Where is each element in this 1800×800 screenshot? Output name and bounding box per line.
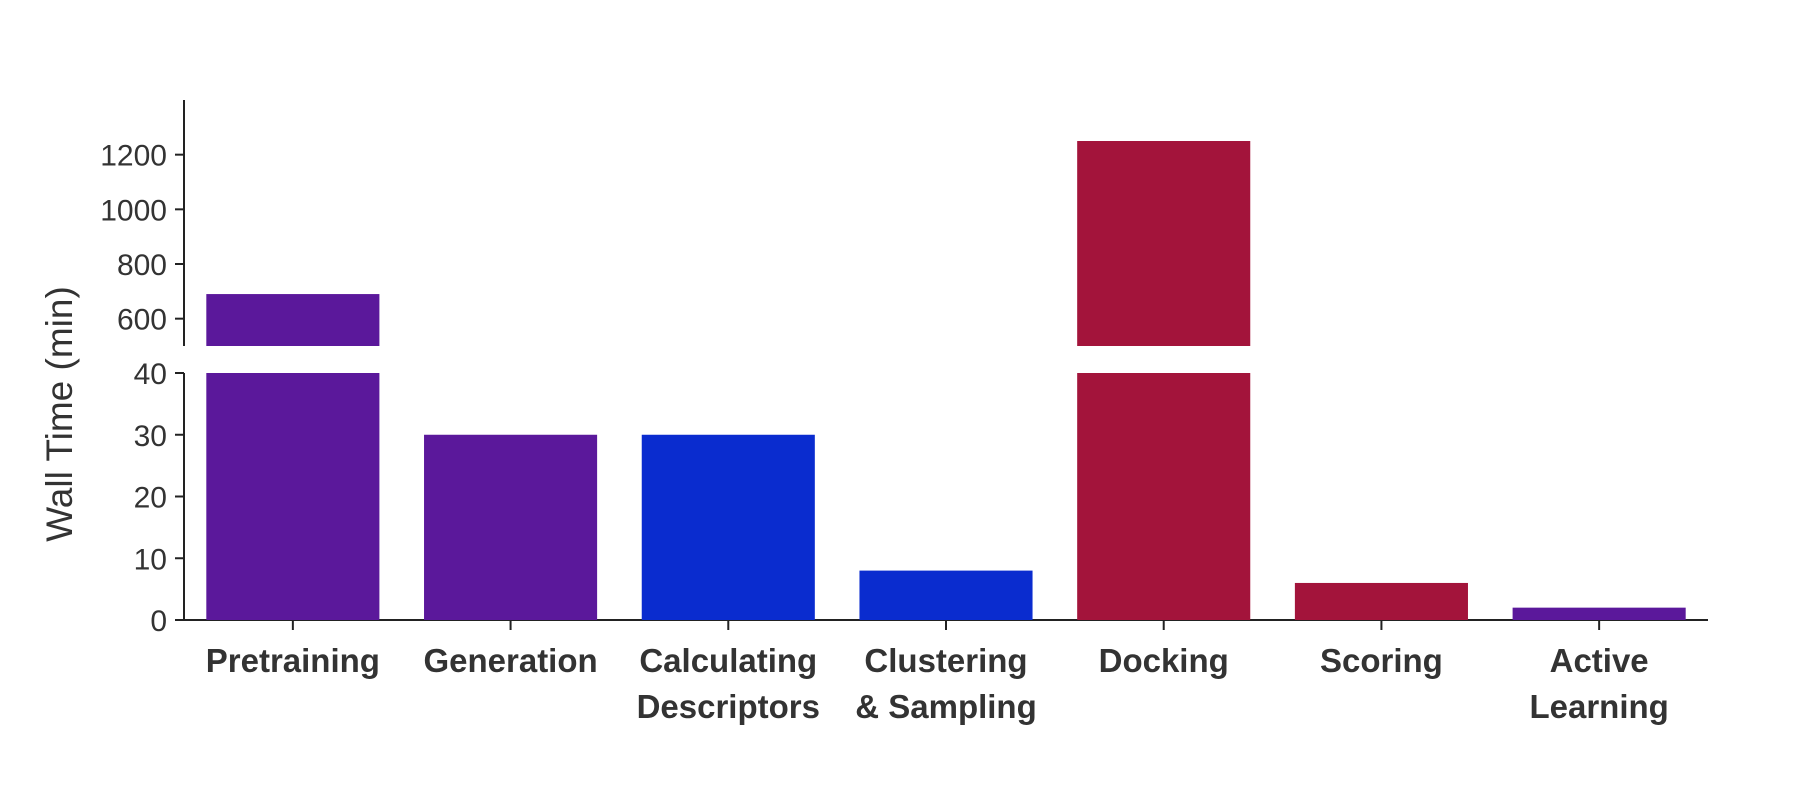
chart-marks: 0 10 20 30 40 600 800 1000 1200 Pretraining Genera…: [100, 100, 1708, 725]
y-tick-label: 0: [150, 605, 167, 638]
x-tick-label: Generation: [423, 642, 597, 679]
bar: [641, 434, 815, 620]
x-tick-label: Calculating Descriptors: [637, 642, 820, 725]
bar: [1512, 607, 1686, 620]
x-tick-label: Docking: [1099, 642, 1229, 679]
y-tick-label: 1200: [100, 140, 167, 173]
x-tick-label: Pretraining: [206, 642, 380, 679]
bar: [424, 434, 598, 620]
x-tick-label: Clustering & Sampling: [855, 642, 1037, 725]
y-tick-label: 40: [134, 358, 167, 391]
bar: [859, 570, 1033, 620]
bar-lower-segment: [1077, 373, 1251, 620]
x-tick-label: Scoring: [1320, 642, 1443, 679]
bar-upper-segment: [206, 294, 380, 346]
y-tick-label: 30: [134, 420, 167, 453]
y-tick-label: 1000: [100, 194, 167, 227]
y-tick-label: 10: [134, 543, 167, 576]
y-tick-label: 20: [134, 482, 167, 515]
y-tick-label: 600: [117, 304, 167, 337]
bar-upper-segment: [1077, 141, 1251, 346]
y-tick-label: 800: [117, 249, 167, 282]
x-tick-label: Active Learning: [1529, 642, 1668, 725]
y-axis-title: Wall Time (min): [39, 286, 80, 542]
bar: [1294, 582, 1468, 620]
bar-lower-segment: [206, 373, 380, 620]
